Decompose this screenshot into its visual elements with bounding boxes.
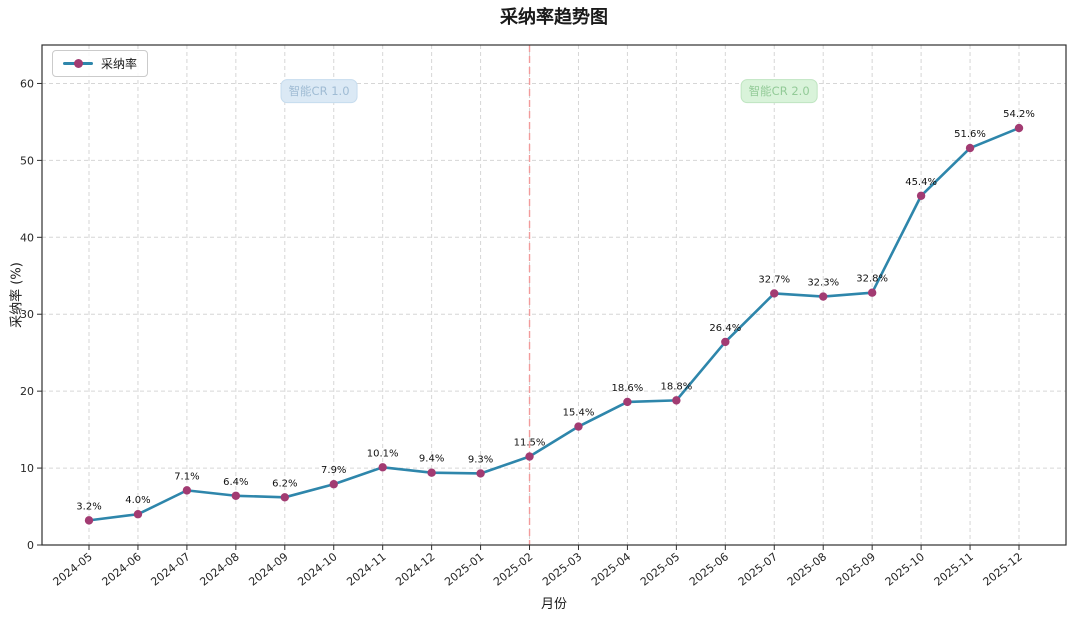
data-point bbox=[672, 396, 681, 405]
legend-marker-icon bbox=[73, 59, 83, 68]
point-label: 6.2% bbox=[272, 478, 297, 489]
x-tick-label: 2024-05 bbox=[51, 550, 95, 589]
point-label: 6.4% bbox=[223, 477, 248, 488]
y-axis-title: 采纳率 (%) bbox=[9, 262, 25, 328]
x-tick-label: 2025-10 bbox=[883, 550, 927, 589]
point-label: 51.6% bbox=[954, 129, 986, 140]
data-point bbox=[182, 486, 192, 495]
x-tick-label: 2024-07 bbox=[149, 550, 193, 589]
data-point bbox=[770, 289, 779, 298]
point-label: 7.9% bbox=[321, 465, 346, 476]
x-tick-label: 2024-11 bbox=[344, 550, 388, 589]
point-label: 32.7% bbox=[758, 274, 790, 285]
x-tick-label: 2025-11 bbox=[932, 550, 976, 589]
data-point bbox=[427, 468, 436, 477]
legend: 采纳率 bbox=[52, 50, 149, 77]
annotation-box bbox=[280, 79, 358, 104]
x-tick-label: 2025-08 bbox=[785, 550, 829, 589]
data-point bbox=[623, 397, 632, 407]
x-axis-title: 月份 bbox=[540, 597, 567, 612]
x-tick-label: 2025-07 bbox=[736, 550, 780, 589]
point-label: 32.3% bbox=[807, 278, 839, 289]
data-point bbox=[916, 191, 926, 200]
data-point bbox=[1014, 123, 1024, 133]
x-tick-label: 2025-01 bbox=[442, 550, 486, 589]
x-tick-label: 2024-06 bbox=[100, 550, 144, 589]
point-label: 7.1% bbox=[174, 471, 199, 482]
x-tick-label: 2025-06 bbox=[687, 550, 731, 589]
point-label: 9.3% bbox=[468, 454, 493, 465]
annotation-box bbox=[740, 79, 818, 104]
point-label: 11.5% bbox=[514, 438, 546, 449]
data-point bbox=[721, 337, 730, 347]
y-tick-label: 50 bbox=[20, 154, 34, 167]
point-label: 3.2% bbox=[76, 501, 101, 512]
y-tick-label: 60 bbox=[20, 77, 34, 90]
y-tick-label: 0 bbox=[27, 539, 34, 552]
point-label: 45.4% bbox=[905, 177, 937, 188]
data-point bbox=[231, 491, 241, 500]
y-tick-label: 30 bbox=[20, 308, 34, 321]
point-label: 32.8% bbox=[856, 274, 888, 285]
legend-line-marker-icon bbox=[63, 59, 93, 69]
y-tick-label: 10 bbox=[20, 462, 34, 475]
data-point bbox=[476, 469, 485, 478]
data-point bbox=[574, 422, 583, 431]
series-line bbox=[87, 126, 1021, 522]
annotation-label: 智能CR 2.0 bbox=[749, 84, 810, 98]
point-label: 26.4% bbox=[709, 323, 741, 334]
x-tick-label: 2025-04 bbox=[589, 550, 633, 589]
annotation-label: 智能CR 1.0 bbox=[289, 84, 350, 98]
x-tick-label: 2024-09 bbox=[246, 550, 290, 589]
y-tick-label: 20 bbox=[20, 385, 34, 398]
x-tick-label: 2025-03 bbox=[540, 550, 584, 589]
x-tick-label: 2025-05 bbox=[638, 550, 682, 589]
data-point bbox=[867, 288, 877, 297]
point-label: 10.1% bbox=[367, 448, 399, 459]
point-label: 54.2% bbox=[1003, 109, 1035, 120]
x-tick-label: 2024-12 bbox=[393, 550, 437, 589]
x-tick-label: 2025-12 bbox=[981, 550, 1025, 589]
data-point bbox=[378, 463, 387, 472]
x-tick-label: 2024-10 bbox=[295, 550, 339, 589]
x-tick-label: 2024-08 bbox=[197, 550, 241, 589]
data-point bbox=[819, 292, 828, 301]
point-label: 18.6% bbox=[612, 383, 644, 394]
point-label: 15.4% bbox=[563, 408, 595, 419]
y-tick-label: 40 bbox=[20, 231, 34, 244]
legend-label: 采纳率 bbox=[101, 57, 138, 71]
x-tick-label: 2025-09 bbox=[834, 550, 878, 589]
data-point bbox=[525, 452, 534, 461]
data-point bbox=[280, 493, 289, 502]
plot-border bbox=[41, 44, 1067, 546]
chart-title: 采纳率趋势图 bbox=[500, 7, 608, 28]
data-point bbox=[965, 143, 975, 153]
data-point bbox=[133, 510, 143, 519]
data-point bbox=[329, 480, 338, 489]
point-label: 9.4% bbox=[419, 454, 444, 465]
x-tick-label: 2025-02 bbox=[491, 550, 535, 589]
point-label: 18.8% bbox=[660, 381, 692, 392]
data-point bbox=[84, 516, 94, 525]
point-label: 4.0% bbox=[125, 495, 150, 506]
